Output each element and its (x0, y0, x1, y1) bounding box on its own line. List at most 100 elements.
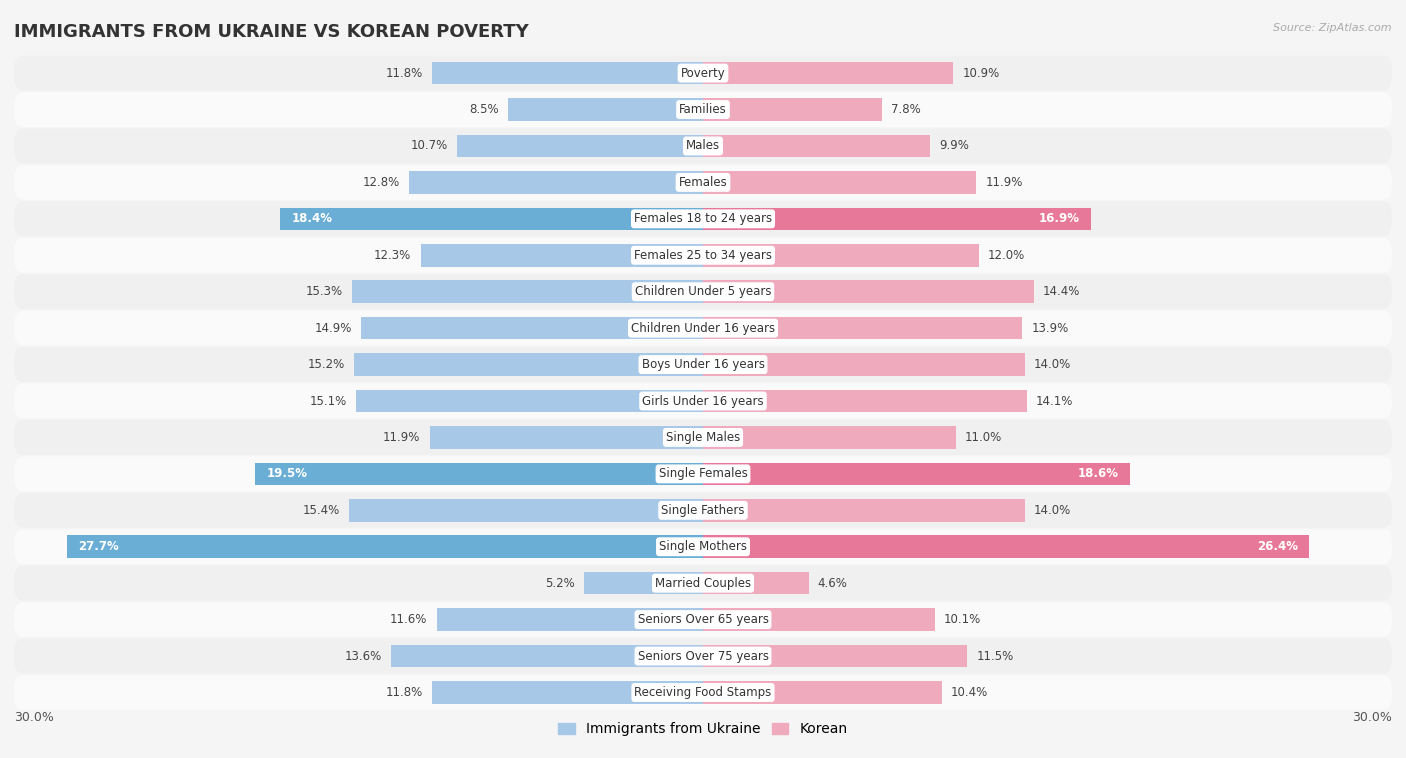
Text: 13.6%: 13.6% (344, 650, 381, 662)
Bar (703, 171, 976, 194)
Bar (703, 135, 931, 157)
FancyBboxPatch shape (14, 493, 1392, 528)
Bar (508, 99, 703, 121)
FancyBboxPatch shape (14, 347, 1392, 382)
Bar (352, 280, 703, 303)
Text: 11.9%: 11.9% (986, 176, 1022, 189)
Text: 7.8%: 7.8% (891, 103, 921, 116)
FancyBboxPatch shape (14, 675, 1392, 710)
Bar (583, 572, 703, 594)
Text: 9.9%: 9.9% (939, 139, 969, 152)
Text: Boys Under 16 years: Boys Under 16 years (641, 358, 765, 371)
Text: Females 18 to 24 years: Females 18 to 24 years (634, 212, 772, 225)
Bar (703, 462, 1130, 485)
Text: Families: Families (679, 103, 727, 116)
Bar (420, 244, 703, 267)
Bar (457, 135, 703, 157)
Text: 10.9%: 10.9% (963, 67, 1000, 80)
Bar (703, 62, 953, 84)
Text: 18.4%: 18.4% (292, 212, 333, 225)
FancyBboxPatch shape (14, 202, 1392, 236)
Text: Seniors Over 75 years: Seniors Over 75 years (637, 650, 769, 662)
Bar (703, 317, 1022, 340)
Bar (703, 499, 1025, 522)
FancyBboxPatch shape (14, 420, 1392, 455)
Text: 5.2%: 5.2% (544, 577, 575, 590)
Text: Girls Under 16 years: Girls Under 16 years (643, 394, 763, 408)
Text: Females: Females (679, 176, 727, 189)
FancyBboxPatch shape (14, 565, 1392, 600)
Bar (356, 390, 703, 412)
Text: 11.0%: 11.0% (965, 431, 1002, 444)
Bar (432, 681, 703, 703)
Bar (703, 244, 979, 267)
Text: Married Couples: Married Couples (655, 577, 751, 590)
Text: Seniors Over 65 years: Seniors Over 65 years (637, 613, 769, 626)
Text: 15.2%: 15.2% (308, 358, 344, 371)
Text: 15.1%: 15.1% (309, 394, 347, 408)
Text: 10.7%: 10.7% (411, 139, 449, 152)
Text: 30.0%: 30.0% (14, 712, 53, 725)
Text: 11.8%: 11.8% (385, 67, 423, 80)
Text: 12.0%: 12.0% (988, 249, 1025, 262)
Bar (409, 171, 703, 194)
FancyBboxPatch shape (14, 456, 1392, 491)
Bar (391, 645, 703, 667)
Bar (703, 426, 956, 449)
FancyBboxPatch shape (14, 165, 1392, 200)
Bar (703, 645, 967, 667)
Bar (703, 208, 1091, 230)
Text: 13.9%: 13.9% (1032, 321, 1069, 334)
Bar (703, 99, 882, 121)
Bar (67, 535, 703, 558)
Text: 26.4%: 26.4% (1257, 540, 1298, 553)
Text: Children Under 5 years: Children Under 5 years (634, 285, 772, 298)
Text: 15.3%: 15.3% (305, 285, 343, 298)
Text: 30.0%: 30.0% (1353, 712, 1392, 725)
Text: Females 25 to 34 years: Females 25 to 34 years (634, 249, 772, 262)
Text: 4.6%: 4.6% (818, 577, 848, 590)
Bar (432, 62, 703, 84)
Text: IMMIGRANTS FROM UKRAINE VS KOREAN POVERTY: IMMIGRANTS FROM UKRAINE VS KOREAN POVERT… (14, 23, 529, 41)
Bar (349, 499, 703, 522)
Legend: Immigrants from Ukraine, Korean: Immigrants from Ukraine, Korean (553, 717, 853, 742)
Bar (703, 681, 942, 703)
FancyBboxPatch shape (14, 602, 1392, 637)
Bar (703, 390, 1026, 412)
Bar (437, 609, 703, 631)
Text: 12.8%: 12.8% (363, 176, 399, 189)
Text: 14.1%: 14.1% (1036, 394, 1073, 408)
Text: 15.4%: 15.4% (302, 504, 340, 517)
Text: 11.6%: 11.6% (389, 613, 427, 626)
FancyBboxPatch shape (14, 128, 1392, 164)
FancyBboxPatch shape (14, 384, 1392, 418)
Bar (703, 353, 1025, 376)
Text: 10.1%: 10.1% (945, 613, 981, 626)
Bar (703, 280, 1033, 303)
Text: 27.7%: 27.7% (79, 540, 120, 553)
Text: Single Males: Single Males (666, 431, 740, 444)
Bar (361, 317, 703, 340)
Text: 11.9%: 11.9% (384, 431, 420, 444)
Text: 14.9%: 14.9% (315, 321, 352, 334)
Text: Single Mothers: Single Mothers (659, 540, 747, 553)
Text: 14.0%: 14.0% (1033, 358, 1071, 371)
FancyBboxPatch shape (14, 638, 1392, 674)
Text: 16.9%: 16.9% (1039, 212, 1080, 225)
Text: 10.4%: 10.4% (950, 686, 988, 699)
Text: Source: ZipAtlas.com: Source: ZipAtlas.com (1274, 23, 1392, 33)
Text: Children Under 16 years: Children Under 16 years (631, 321, 775, 334)
FancyBboxPatch shape (14, 274, 1392, 309)
Text: 18.6%: 18.6% (1077, 468, 1119, 481)
Text: 11.8%: 11.8% (385, 686, 423, 699)
Text: 11.5%: 11.5% (976, 650, 1014, 662)
Bar (354, 353, 703, 376)
Text: Single Fathers: Single Fathers (661, 504, 745, 517)
Text: 8.5%: 8.5% (470, 103, 499, 116)
Bar (256, 462, 703, 485)
FancyBboxPatch shape (14, 311, 1392, 346)
Text: 14.4%: 14.4% (1043, 285, 1080, 298)
Bar (703, 609, 935, 631)
Text: Males: Males (686, 139, 720, 152)
Bar (430, 426, 703, 449)
